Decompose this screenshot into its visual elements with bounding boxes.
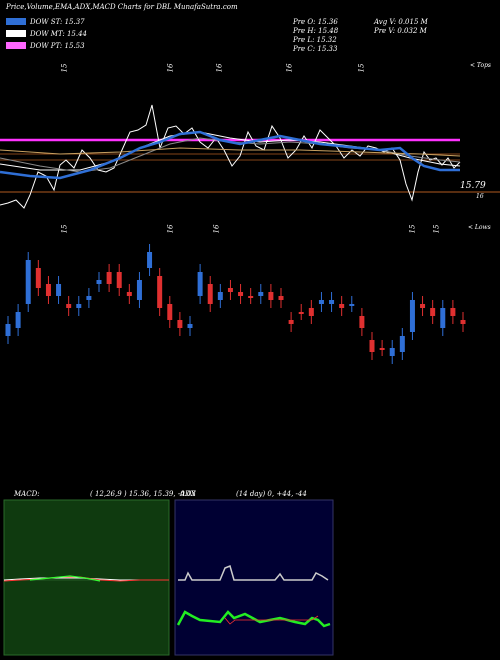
candle-body xyxy=(167,304,173,320)
chart-title: Price,Volume,EMA,ADX,MACD Charts for DBL… xyxy=(6,3,238,11)
candle-body xyxy=(5,324,11,336)
stat-prev-open: Pre O: 15.36 xyxy=(293,18,338,26)
macd-params: ( 12,26,9 ) 15.36, 15.39, -0.03 xyxy=(90,490,196,498)
candle-body xyxy=(238,292,244,296)
candle-body xyxy=(106,272,112,284)
candle-body xyxy=(187,324,193,328)
stat-prev-volume: Pre V: 0.032 M xyxy=(374,27,427,35)
candle-body xyxy=(217,292,223,300)
macd-label: MACD: xyxy=(14,490,40,498)
candle-body xyxy=(288,320,294,324)
legend-label-mt: DOW MT: 15.44 xyxy=(30,30,87,38)
ema-short-line xyxy=(0,130,460,180)
candle-body xyxy=(207,284,213,304)
stat-prev-low: Pre L: 15.32 xyxy=(293,36,337,44)
candle-body xyxy=(157,276,163,308)
legend-label-st: DOW ST: 15.37 xyxy=(30,18,85,26)
candle-body xyxy=(460,320,466,324)
candle-body xyxy=(136,280,142,300)
candle-body xyxy=(318,300,324,304)
ema-mid-line xyxy=(0,131,461,171)
candle-body xyxy=(86,296,92,300)
stat-avg-volume: Avg V: 0.015 M xyxy=(374,18,428,26)
stat-prev-high: Pre H: 15.48 xyxy=(293,27,339,35)
ema-slow-line xyxy=(0,147,461,157)
candle-body xyxy=(298,312,304,314)
candle-body xyxy=(76,304,82,308)
candle-body xyxy=(268,292,274,300)
adx-panel-bg xyxy=(174,499,334,656)
legend-swatch-pt xyxy=(6,42,26,49)
legend-label-pt: DOW PT: 15.53 xyxy=(30,42,85,50)
adx-label: ADX xyxy=(180,490,196,498)
stat-prev-close: Pre C: 15.33 xyxy=(293,45,338,53)
candle-body xyxy=(35,268,41,288)
lows-tag: < Lows xyxy=(468,224,491,231)
candle-body xyxy=(409,300,415,332)
legend-swatch-st xyxy=(6,18,26,25)
candle-body xyxy=(15,312,21,328)
candle-body xyxy=(227,288,233,292)
tops-tag: < Tops xyxy=(470,62,492,69)
price-label: 15.79 xyxy=(460,181,486,191)
candle-body xyxy=(308,308,314,316)
price-line xyxy=(0,104,461,209)
candle-body xyxy=(258,292,264,296)
candle-body xyxy=(329,300,335,304)
candle-body xyxy=(126,292,132,296)
adx-line xyxy=(178,564,329,581)
candle-body xyxy=(379,348,385,350)
candle-body xyxy=(147,252,153,268)
candle-body xyxy=(399,336,405,352)
candle-body xyxy=(56,284,62,296)
candle-body xyxy=(420,304,426,308)
candle-body xyxy=(197,272,203,296)
legend-swatch-mt xyxy=(6,30,26,37)
candle-body xyxy=(389,348,395,356)
price-label-small: 16 xyxy=(476,193,484,200)
candle-body xyxy=(369,340,375,352)
candle-body xyxy=(339,304,345,308)
candle-body xyxy=(96,280,102,284)
candle-body xyxy=(349,304,355,306)
candle-body xyxy=(45,284,51,296)
candle-body xyxy=(359,316,365,328)
candle-body xyxy=(450,308,456,316)
candle-body xyxy=(116,272,122,288)
macd-histogram xyxy=(29,575,101,582)
adx-minus-di-line xyxy=(224,615,319,625)
candle-body xyxy=(248,296,254,298)
candle-body xyxy=(278,296,284,300)
candle-body xyxy=(177,320,183,328)
candle-body xyxy=(430,308,436,316)
candle-body xyxy=(440,308,446,328)
candle-body xyxy=(66,304,72,308)
candle-body xyxy=(25,260,31,304)
adx-params: (14 day) 0, +44, -44 xyxy=(236,490,307,498)
